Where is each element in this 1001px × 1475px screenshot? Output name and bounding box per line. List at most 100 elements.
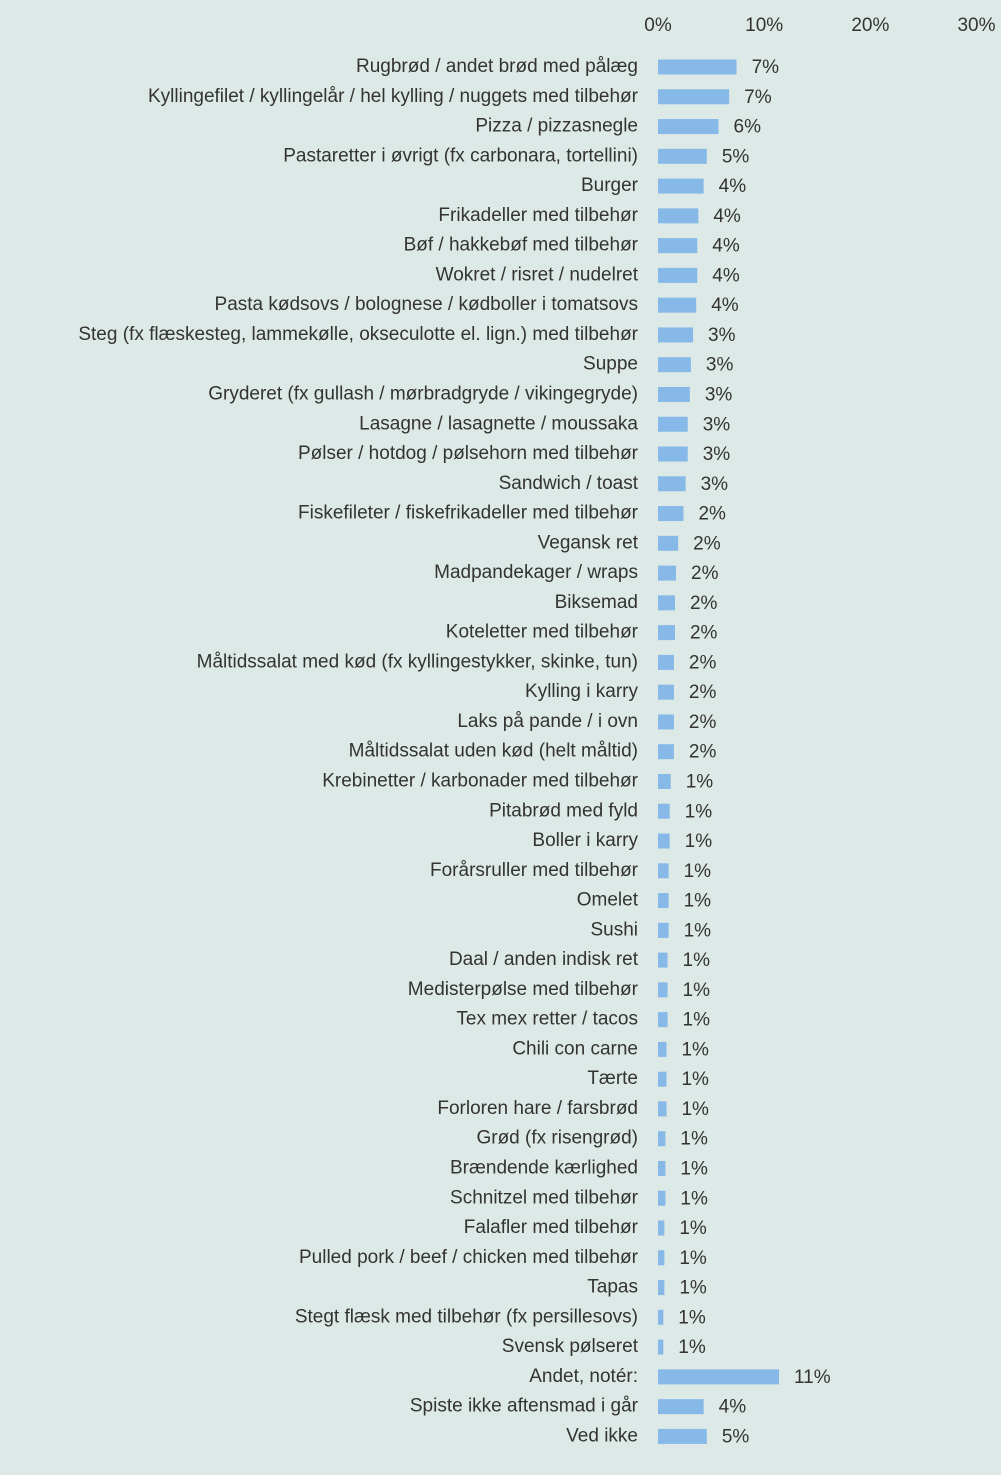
value-label: 1% bbox=[684, 891, 712, 912]
value-label: 6% bbox=[734, 117, 762, 138]
value-label: 11% bbox=[794, 1367, 831, 1388]
value-label: 2% bbox=[690, 623, 718, 644]
value-label: 1% bbox=[685, 831, 713, 852]
category-label: Pølser / hotdog / pølsehorn med tilbehør bbox=[298, 443, 639, 464]
bar bbox=[658, 863, 669, 879]
category-label: Schnitzel med tilbehør bbox=[450, 1187, 639, 1208]
bar bbox=[658, 238, 698, 254]
category-label: Spiste ikke aftensmad i går bbox=[410, 1396, 639, 1417]
bar bbox=[658, 833, 670, 849]
category-label: Wokret / risret / nudelret bbox=[436, 264, 639, 285]
category-label: Forårsruller med tilbehør bbox=[430, 860, 639, 881]
category-label: Gryderet (fx gullash / mørbradgryde / vi… bbox=[208, 383, 638, 404]
value-label: 1% bbox=[679, 1248, 707, 1269]
category-label: Svensk pølseret bbox=[502, 1336, 639, 1357]
category-label: Laks på pande / i ovn bbox=[457, 711, 638, 732]
bar bbox=[658, 1190, 666, 1206]
value-label: 1% bbox=[686, 771, 714, 792]
value-label: 1% bbox=[680, 1188, 708, 1209]
bar bbox=[658, 476, 686, 492]
value-label: 1% bbox=[681, 1039, 709, 1060]
category-label: Pizza / pizzasnegle bbox=[475, 116, 638, 137]
category-label: Andet, notér: bbox=[529, 1366, 638, 1387]
category-label: Pulled pork / beef / chicken med tilbehø… bbox=[299, 1247, 639, 1268]
x-tick-label: 20% bbox=[851, 15, 889, 36]
category-label: Burger bbox=[581, 175, 639, 196]
bar bbox=[658, 89, 730, 105]
bar bbox=[658, 327, 694, 343]
bar bbox=[658, 1041, 667, 1057]
bar bbox=[658, 535, 679, 551]
x-tick-label: 10% bbox=[745, 15, 783, 36]
bar bbox=[658, 416, 688, 432]
value-label: 1% bbox=[678, 1307, 706, 1328]
bar bbox=[658, 1369, 780, 1385]
bar bbox=[658, 893, 669, 909]
category-label: Grød (fx risengrød) bbox=[476, 1128, 638, 1149]
category-label: Biksemad bbox=[555, 592, 638, 613]
bar bbox=[658, 982, 668, 998]
value-label: 3% bbox=[705, 384, 733, 405]
value-label: 7% bbox=[752, 57, 780, 78]
bar bbox=[658, 922, 669, 938]
value-label: 4% bbox=[713, 206, 741, 227]
value-label: 4% bbox=[719, 176, 747, 197]
value-label: 3% bbox=[701, 474, 729, 495]
value-label: 1% bbox=[684, 861, 712, 882]
bar bbox=[658, 119, 719, 135]
category-label: Rugbrød / andet brød med pålæg bbox=[356, 56, 638, 77]
value-label: 3% bbox=[703, 414, 731, 435]
category-label: Suppe bbox=[583, 354, 638, 375]
value-label: 4% bbox=[711, 295, 739, 316]
value-label: 4% bbox=[712, 265, 740, 286]
category-label: Boller i karry bbox=[532, 830, 638, 851]
value-label: 3% bbox=[708, 325, 736, 346]
value-label: 2% bbox=[693, 533, 721, 554]
category-label: Medisterpølse med tilbehør bbox=[408, 979, 639, 1000]
category-label: Daal / anden indisk ret bbox=[449, 949, 639, 970]
category-label: Madpandekager / wraps bbox=[434, 562, 638, 583]
category-label: Kylling i karry bbox=[525, 681, 638, 702]
category-label: Falafler med tilbehør bbox=[464, 1217, 639, 1238]
category-label: Bøf / hakkebøf med tilbehør bbox=[404, 235, 639, 256]
bar bbox=[658, 654, 674, 670]
bar bbox=[658, 446, 688, 462]
bar bbox=[658, 952, 668, 968]
category-label: Brændende kærlighed bbox=[450, 1158, 638, 1179]
bar bbox=[658, 178, 704, 194]
value-label: 1% bbox=[685, 801, 713, 822]
bar bbox=[658, 386, 690, 402]
bar bbox=[658, 625, 675, 641]
bar bbox=[658, 1071, 667, 1087]
value-label: 5% bbox=[722, 146, 750, 167]
bar bbox=[658, 803, 670, 819]
bar bbox=[658, 1428, 707, 1444]
bar bbox=[658, 1339, 664, 1355]
value-label: 1% bbox=[683, 950, 711, 971]
category-label: Pastaretter i øvrigt (fx carbonara, tort… bbox=[283, 145, 638, 166]
category-label: Pitabrød med fyld bbox=[489, 800, 638, 821]
bar bbox=[658, 59, 737, 75]
category-label: Steg (fx flæskesteg, lammekølle, oksecul… bbox=[78, 324, 638, 345]
category-label: Koteletter med tilbehør bbox=[446, 622, 639, 643]
category-label: Omelet bbox=[577, 890, 639, 911]
category-label: Sandwich / toast bbox=[499, 473, 639, 494]
bar bbox=[658, 1309, 664, 1325]
bar bbox=[658, 148, 707, 164]
category-label: Vegansk ret bbox=[538, 532, 639, 553]
category-label: Tex mex retter / tacos bbox=[456, 1009, 638, 1030]
value-label: 2% bbox=[689, 742, 717, 763]
category-label: Forloren hare / farsbrød bbox=[437, 1098, 638, 1119]
bar bbox=[658, 714, 674, 730]
category-label: Sushi bbox=[590, 919, 638, 940]
bar bbox=[658, 1220, 665, 1236]
value-label: 2% bbox=[689, 682, 717, 703]
category-label: Krebinetter / karbonader med tilbehør bbox=[322, 770, 638, 791]
category-label: Måltidssalat uden kød (helt måltid) bbox=[349, 741, 638, 762]
value-label: 5% bbox=[722, 1426, 750, 1447]
bar bbox=[658, 1101, 667, 1117]
value-label: 1% bbox=[678, 1337, 706, 1358]
value-label: 1% bbox=[681, 1099, 709, 1120]
value-label: 1% bbox=[679, 1218, 707, 1239]
